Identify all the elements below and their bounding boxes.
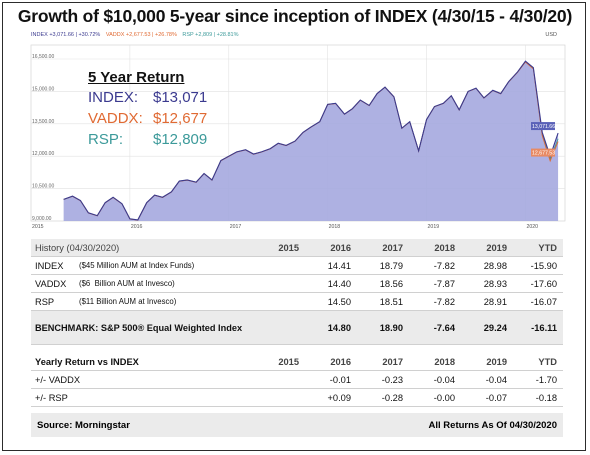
value-cell: -7.82 [433,260,455,271]
growth-chart: 9,000.00 10,500.00 12,000.00 13,500.00 15,00… [30,44,566,230]
source-text: Source: Morningstar [37,419,130,431]
x-tick-label: 2016 [131,224,143,230]
value-cell: 18.79 [379,260,403,271]
value-cell: 29.24 [483,322,507,333]
value-cell: -7.87 [433,278,455,289]
return-rsp-value: $12,809 [153,131,208,148]
x-tick-label: 2017 [230,224,242,230]
legend-index: INDEX +3,071.66 | +30.72% [31,32,101,38]
benchmark-label: BENCHMARK: S&P 500® Equal Weighted Index [35,322,243,333]
ticker-cell: INDEX [35,260,64,271]
x-tick-label: 2019 [428,224,440,230]
history-header-row: History (04/30/2020) 2015 2016 2017 2018… [31,239,563,257]
value-cell: -17.60 [530,278,557,289]
series-line-index [63,60,559,221]
value-cell: -0.04 [485,374,507,385]
report-frame: Growth of $10,000 5-year since inception… [2,2,586,451]
legend-strip: INDEX +3,071.66 | +30.72% VADDX +2,677.5… [31,32,561,42]
end-value-label: 12,677.53 [532,151,555,157]
value-cell: 14.40 [327,278,351,289]
y-tick-label: 16,500.00 [32,54,54,60]
value-cell: +0.09 [327,392,351,403]
value-cell: 18.51 [379,296,403,307]
y-tick-label: 9,000.00 [32,216,52,222]
asof-text: All Returns As Of 04/30/2020 [428,419,557,431]
currency-label: USD [545,32,557,38]
ticker-cell: VADDX [35,278,67,289]
value-cell: -16.11 [531,322,557,333]
yearly-header-row: Yearly Return vs INDEX 2015 2016 2017 20… [31,353,563,371]
y-tick-label: 10,500.00 [32,184,54,190]
diff-label: +/- VADDX [35,374,81,385]
table-row: VADDX ($6 Billion AUM at Invesco) 14.40 … [31,275,563,293]
y-tick-label: 12,000.00 [32,151,54,157]
col-header: 2017 [382,242,403,253]
value-cell: 18.90 [379,322,403,333]
value-cell: -0.28 [381,392,403,403]
history-header-label: History (04/30/2020) [35,242,120,253]
col-header: 2018 [434,242,455,253]
x-tick-label: 2018 [329,224,341,230]
value-cell: -16.07 [530,296,557,307]
col-header: 2019 [486,356,507,367]
desc-cell: ($11 Billion AUM at Invesco) [79,297,177,306]
value-cell: -7.82 [433,296,455,307]
col-header: YTD [538,356,557,367]
legend-vaddx: VADDX +2,677.53 | +26.78% [105,32,177,38]
legend-rsp: RSP +2,809 | +28.81% [182,32,239,38]
value-cell: 28.93 [483,278,507,289]
yearly-header-label: Yearly Return vs INDEX [35,356,139,367]
value-cell: -0.18 [535,392,557,403]
table-row: INDEX ($45 Million AUM at Index Funds) 1… [31,257,563,275]
value-cell: -0.23 [381,374,403,385]
diff-label: +/- RSP [35,392,68,403]
col-header: YTD [538,242,557,253]
value-cell: -0.00 [433,392,455,403]
index-area [63,61,559,221]
x-tick-label: 2020 [526,224,538,230]
col-header: 2018 [434,356,455,367]
col-header: 2016 [330,242,351,253]
value-cell: 28.91 [483,296,507,307]
chart-title: Growth of $10,000 5-year since inception… [17,6,573,26]
value-cell: 14.41 [327,260,351,271]
return-vaddx-label: VADDX: [88,110,143,127]
return-index-label: INDEX: [88,89,139,106]
value-cell: -0.07 [485,392,507,403]
value-cell: -0.04 [433,374,455,385]
value-cell: -15.90 [530,260,557,271]
col-header: 2017 [382,356,403,367]
footer-bar: Source: Morningstar All Returns As Of 04… [31,413,563,437]
col-header: 2019 [486,242,507,253]
value-cell: 18.56 [379,278,403,289]
returns-heading: 5 Year Return [88,69,185,86]
return-vaddx-value: $12,677 [153,110,208,127]
table-row: +/- VADDX -0.01 -0.23 -0.04 -0.04 -1.70 [31,371,563,389]
value-cell: 14.50 [327,296,351,307]
return-rsp-label: RSP: [88,131,124,148]
value-cell: -1.70 [535,374,557,385]
col-header: 2015 [278,356,299,367]
y-tick-label: 15,000.00 [32,86,54,92]
ticker-cell: RSP [35,296,55,307]
desc-cell: ($45 Million AUM at Index Funds) [79,261,195,270]
value-cell: 28.98 [483,260,507,271]
value-cell: -0.01 [329,374,351,385]
value-cell: 14.80 [327,322,351,333]
table-row: +/- RSP +0.09 -0.28 -0.00 -0.07 -0.18 [31,389,563,407]
end-value-tag [531,148,555,157]
end-value-tag [531,122,555,131]
x-tick-label: 2015 [32,224,44,230]
desc-cell: ($6 Billion AUM at Invesco) [79,279,175,288]
col-header: 2015 [278,242,299,253]
benchmark-row: BENCHMARK: S&P 500® Equal Weighted Index… [31,311,563,345]
col-header: 2016 [330,356,351,367]
table-row: RSP ($11 Billion AUM at Invesco) 14.50 1… [31,293,563,311]
y-tick-label: 13,500.00 [32,119,54,125]
end-value-label: 13,071.66 [532,124,555,130]
value-cell: -7.64 [433,322,455,333]
return-index-value: $13,071 [153,89,208,106]
